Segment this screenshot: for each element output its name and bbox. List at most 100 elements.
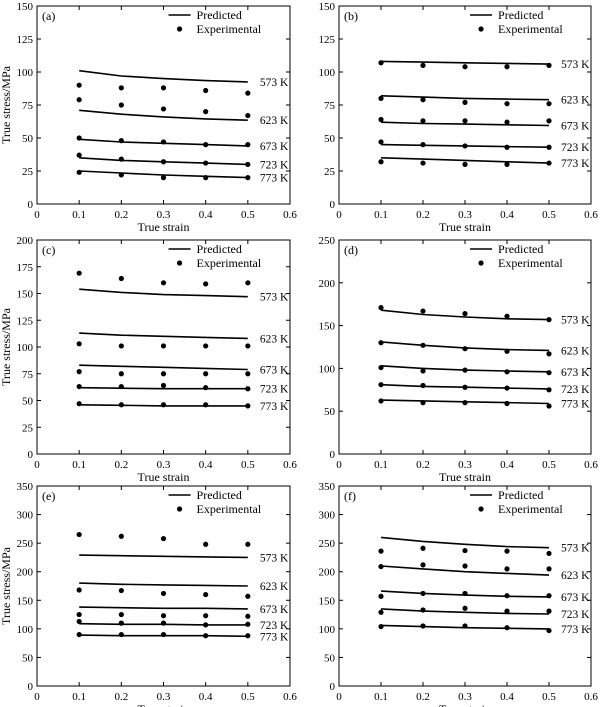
series-temperature-label: 673 K <box>561 592 590 604</box>
experimental-point <box>160 382 167 389</box>
series-temperature-label: 673 K <box>561 367 590 379</box>
experimental-point <box>378 95 384 101</box>
experimental-point <box>546 160 552 166</box>
series-temperature-label: 773 K <box>260 631 289 643</box>
experimental-point <box>462 367 468 373</box>
experimental-point <box>420 562 426 568</box>
legend-predicted-label: Predicted <box>498 488 543 502</box>
experimental-point <box>420 142 426 148</box>
experimental-point <box>76 135 82 141</box>
series-623k: 623 K <box>76 97 289 127</box>
experimental-point <box>420 623 426 629</box>
experimental-point <box>378 609 384 615</box>
x-tick-label: 0 <box>336 459 342 471</box>
predicted-line <box>79 364 248 371</box>
experimental-point <box>546 566 552 572</box>
predicted-line <box>79 582 248 587</box>
experimental-point <box>378 139 384 145</box>
y-tick-label: 100 <box>319 624 336 636</box>
experimental-point <box>76 401 82 407</box>
x-tick-label: 0.5 <box>542 459 556 471</box>
legend-experimental-marker <box>176 26 183 32</box>
experimental-point <box>378 563 384 570</box>
experimental-point <box>203 541 209 547</box>
predicted-line <box>380 536 550 549</box>
x-tick-label: 0.3 <box>458 691 472 703</box>
experimental-point <box>462 118 468 124</box>
y-tick-label: 75 <box>22 369 34 381</box>
y-axis-title: True stress/MPa <box>0 65 13 144</box>
experimental-point <box>546 403 552 409</box>
y-tick-label: 0 <box>28 199 34 211</box>
predicted-line <box>380 121 550 127</box>
predicted-line <box>79 69 248 83</box>
series-temperature-label: 673 K <box>260 141 289 153</box>
series-temperature-label: 573 K <box>561 543 590 555</box>
experimental-point <box>76 82 82 88</box>
experimental-point <box>378 116 384 123</box>
experimental-point <box>378 364 384 371</box>
experimental-point <box>160 613 167 619</box>
x-tick-label: 0.5 <box>241 691 255 703</box>
experimental-point <box>245 403 251 409</box>
y-tick-label: 50 <box>324 133 336 145</box>
panel-d: 0 0.1 0.2 0.3 0.4 0.5 0.6 0 50 100 150 200 250 True s… <box>319 235 599 484</box>
series-773k: 773 K <box>76 631 289 643</box>
x-tick-label: 0.4 <box>199 691 213 703</box>
experimental-point <box>118 620 124 626</box>
experimental-point <box>76 383 82 390</box>
experimental-point <box>160 106 167 112</box>
x-tick-label: 0.4 <box>500 209 514 221</box>
predicted-line <box>380 157 550 164</box>
y-tick-label: 150 <box>319 595 336 607</box>
series-temperature-label: 773 K <box>260 173 289 185</box>
experimental-point <box>245 541 251 547</box>
experimental-point <box>420 368 426 374</box>
series-temperature-label: 723 K <box>561 384 590 396</box>
panel-f: 0 0.1 0.2 0.3 0.4 0.5 0.6 0 50 100 150 200 250 300 350… <box>319 481 599 707</box>
x-tick-label: 0.6 <box>584 459 598 471</box>
y-tick-label: 50 <box>22 133 34 145</box>
y-tick-label: 25 <box>324 166 336 178</box>
y-tick-label: 200 <box>17 235 34 247</box>
experimental-point <box>378 159 384 165</box>
experimental-point <box>546 351 552 357</box>
experimental-point <box>245 621 251 627</box>
experimental-point <box>504 593 510 599</box>
series-temperature-label: 673 K <box>260 604 289 616</box>
experimental-point <box>118 85 124 91</box>
y-tick-label: 200 <box>319 278 336 290</box>
series-623k: 623 K <box>378 340 590 357</box>
series-773k: 773 K <box>76 169 289 185</box>
series-623k: 623 K <box>378 95 590 107</box>
experimental-point <box>504 119 510 125</box>
series-723k: 723 K <box>76 382 289 396</box>
experimental-point <box>118 383 124 390</box>
experimental-point <box>76 97 82 103</box>
series-573k: 573 K <box>76 69 289 96</box>
experimental-point <box>160 590 167 597</box>
legend-predicted-label: Predicted <box>498 242 543 256</box>
x-tick-label: 0.1 <box>72 691 86 703</box>
experimental-point <box>160 620 167 626</box>
experimental-point <box>76 618 82 625</box>
series-temperature-label: 723 K <box>260 384 289 396</box>
predicted-line <box>79 170 248 179</box>
x-tick-label: 0.4 <box>199 459 213 471</box>
experimental-point <box>118 371 124 377</box>
experimental-point <box>118 172 124 178</box>
series-temperature-label: 773 K <box>561 158 590 170</box>
x-tick-label: 0.6 <box>283 459 297 471</box>
series-773k: 773 K <box>378 157 590 170</box>
experimental-point <box>378 398 384 404</box>
experimental-point <box>245 633 251 639</box>
experimental-point <box>76 531 82 538</box>
x-tick-label: 0.2 <box>114 459 128 471</box>
experimental-point <box>245 386 251 392</box>
y-tick-label: 125 <box>17 315 34 327</box>
series-temperature-label: 573 K <box>260 77 289 89</box>
experimental-point <box>160 371 167 377</box>
y-tick-label: 125 <box>17 34 34 46</box>
experimental-point <box>462 99 468 105</box>
y-tick-label: 150 <box>17 289 34 301</box>
